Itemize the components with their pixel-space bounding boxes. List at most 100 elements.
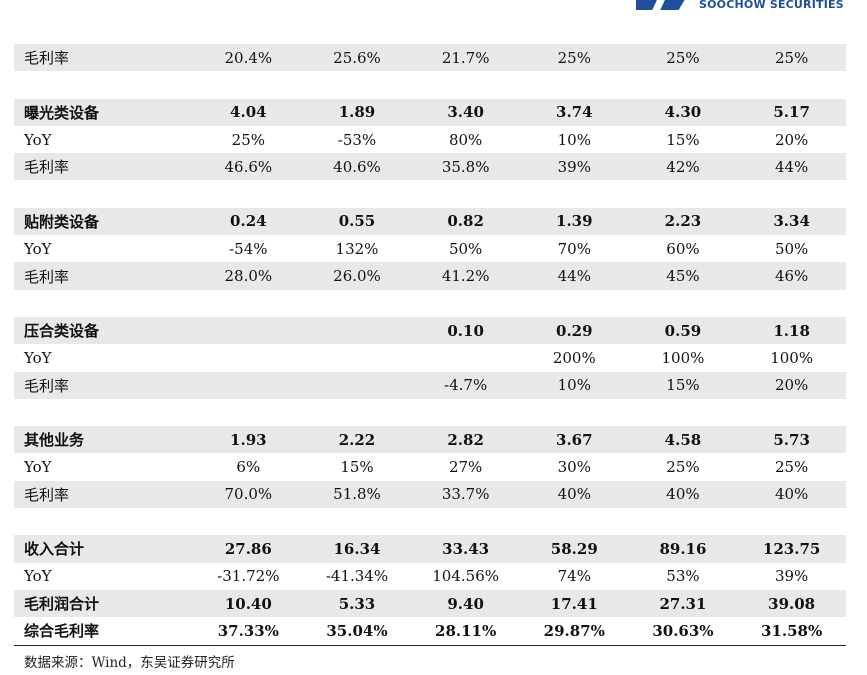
spacer-cell (14, 398, 846, 427)
spacer-cell (14, 71, 846, 99)
table-cell: 39.08 (737, 589, 846, 618)
table-cell: 20% (737, 371, 846, 399)
table-row: YoY -54% 132% 50% 70% 60% 50% (14, 235, 846, 262)
table-cell: 1.89 (302, 98, 412, 126)
table-cell: 44% (737, 153, 846, 181)
spacer-row (14, 398, 846, 427)
table-cell: 35.04% (302, 617, 412, 646)
table-cell: 25% (737, 44, 846, 72)
table-cell: 29.87% (519, 617, 629, 646)
table-cell: 40.6% (302, 153, 412, 181)
table-cell: 10.40 (194, 589, 303, 618)
table-cell: 27.86 (194, 535, 303, 563)
table-cell (194, 316, 303, 345)
spacer-cell (14, 289, 846, 317)
table-cell: 20% (774, 130, 809, 149)
table-cell: 74% (557, 567, 591, 586)
table-cell: 25.6% (302, 44, 412, 72)
table-cell: 27% (448, 458, 483, 477)
table-cell: 0.29 (519, 316, 629, 345)
spacer-row (14, 289, 846, 317)
table-cell: 132% (335, 239, 379, 258)
row-label: 贴附类设备 (14, 207, 194, 236)
spacer-row (14, 508, 846, 536)
table-cell: 39% (774, 567, 809, 586)
table-cell: 2.22 (302, 426, 412, 454)
table-cell: -53% (337, 130, 377, 149)
table-cell: 2.23 (628, 207, 738, 236)
row-label: 压合类设备 (14, 316, 194, 345)
table-cell: 46% (737, 262, 846, 290)
table-cell: 3.74 (519, 98, 629, 126)
table-cell: 46.6% (194, 153, 303, 181)
table-cell (303, 344, 412, 371)
table-cell: 3.40 (411, 98, 520, 126)
table-cell: 25% (231, 130, 265, 149)
table-cell: 42% (628, 153, 738, 181)
table-cell: 50% (774, 239, 809, 258)
table-row: YoY 25% -53% 80% 10% 15% 20% (14, 126, 846, 153)
table-row: 毛利率 -4.7% 10% 15% 20% (14, 371, 846, 399)
table-cell: -4.7% (411, 371, 520, 399)
table-cell: 27.31 (628, 589, 738, 618)
table-cell (194, 344, 303, 371)
table-cell: -54% (229, 239, 268, 258)
table-body: 毛利率 20.4% 25.6% 21.7% 25% 25% 25% 曝光类设备 4.04 1.89… (14, 44, 846, 646)
table-cell: 40% (628, 480, 738, 509)
row-label: 毛利率 (14, 371, 194, 399)
spacer-cell (14, 180, 846, 208)
table-cell: 17.41 (519, 589, 629, 618)
table-cell: 3.67 (519, 426, 629, 454)
table-cell: 0.59 (628, 316, 738, 345)
table-cell: -31.72% (217, 567, 280, 586)
table-cell: 6% (236, 458, 261, 477)
table-cell (302, 316, 412, 345)
table-cell: 10% (557, 130, 591, 149)
table-row: YoY 200% 100% 100% (14, 344, 846, 371)
table-cell: 1.39 (519, 207, 629, 236)
table-row: 毛利率 20.4% 25.6% 21.7% 25% 25% 25% (14, 44, 846, 72)
table-cell: 40% (737, 480, 846, 509)
table-cell: 33.43 (411, 535, 520, 563)
table-cell: 58.29 (519, 535, 629, 563)
row-label: YoY (24, 567, 52, 586)
spacer-cell (14, 508, 846, 536)
table-cell: 0.10 (411, 316, 520, 345)
row-label: YoY (24, 239, 52, 258)
brand-name: SOOCHOW SECURITIES (699, 0, 844, 11)
table-cell: 40% (519, 480, 629, 509)
table-cell: 16.34 (302, 535, 412, 563)
table-cell: 100% (661, 348, 705, 367)
table-cell: 37.33% (194, 617, 303, 646)
table-row: 贴附类设备 0.24 0.55 0.82 1.39 2.23 3.34 (14, 207, 846, 236)
table-cell: 5.33 (302, 589, 412, 618)
table-cell: 44% (519, 262, 629, 290)
table-cell (302, 371, 412, 399)
table-cell: 1.18 (737, 316, 846, 345)
table-cell (411, 344, 520, 371)
row-label: 综合毛利率 (14, 617, 194, 646)
row-label: 收入合计 (14, 535, 194, 563)
table-cell: 10% (519, 371, 629, 399)
table-cell: 200% (552, 348, 596, 367)
table-cell: 53% (666, 567, 700, 586)
table-cell: 2.82 (411, 426, 520, 454)
table-cell: 89.16 (628, 535, 738, 563)
table-cell: 51.8% (302, 480, 412, 509)
table-row: 毛利率 28.0% 26.0% 41.2% 44% 45% 46% (14, 262, 846, 290)
table-cell: 1.93 (194, 426, 303, 454)
table-cell: 33.7% (411, 480, 520, 509)
table-cell: 0.24 (194, 207, 303, 236)
row-label: 毛利率 (14, 153, 194, 181)
table-row: 曝光类设备 4.04 1.89 3.40 3.74 4.30 5.17 (14, 98, 846, 126)
table-cell: 25% (519, 44, 629, 72)
source-note: 数据来源：Wind，东吴证券研究所 (24, 655, 235, 671)
table-row: YoY -31.72% -41.34% 104.56% 74% 53% 39% (14, 563, 846, 590)
table-row: 收入合计 27.86 16.34 33.43 58.29 89.16 123.75 (14, 535, 846, 563)
table-cell: 3.34 (737, 207, 846, 236)
table-cell: 25% (774, 458, 809, 477)
row-label: 曝光类设备 (14, 98, 194, 126)
table-cell: 5.17 (737, 98, 846, 126)
table-cell: 100% (770, 348, 814, 367)
table-cell: 9.40 (411, 589, 520, 618)
